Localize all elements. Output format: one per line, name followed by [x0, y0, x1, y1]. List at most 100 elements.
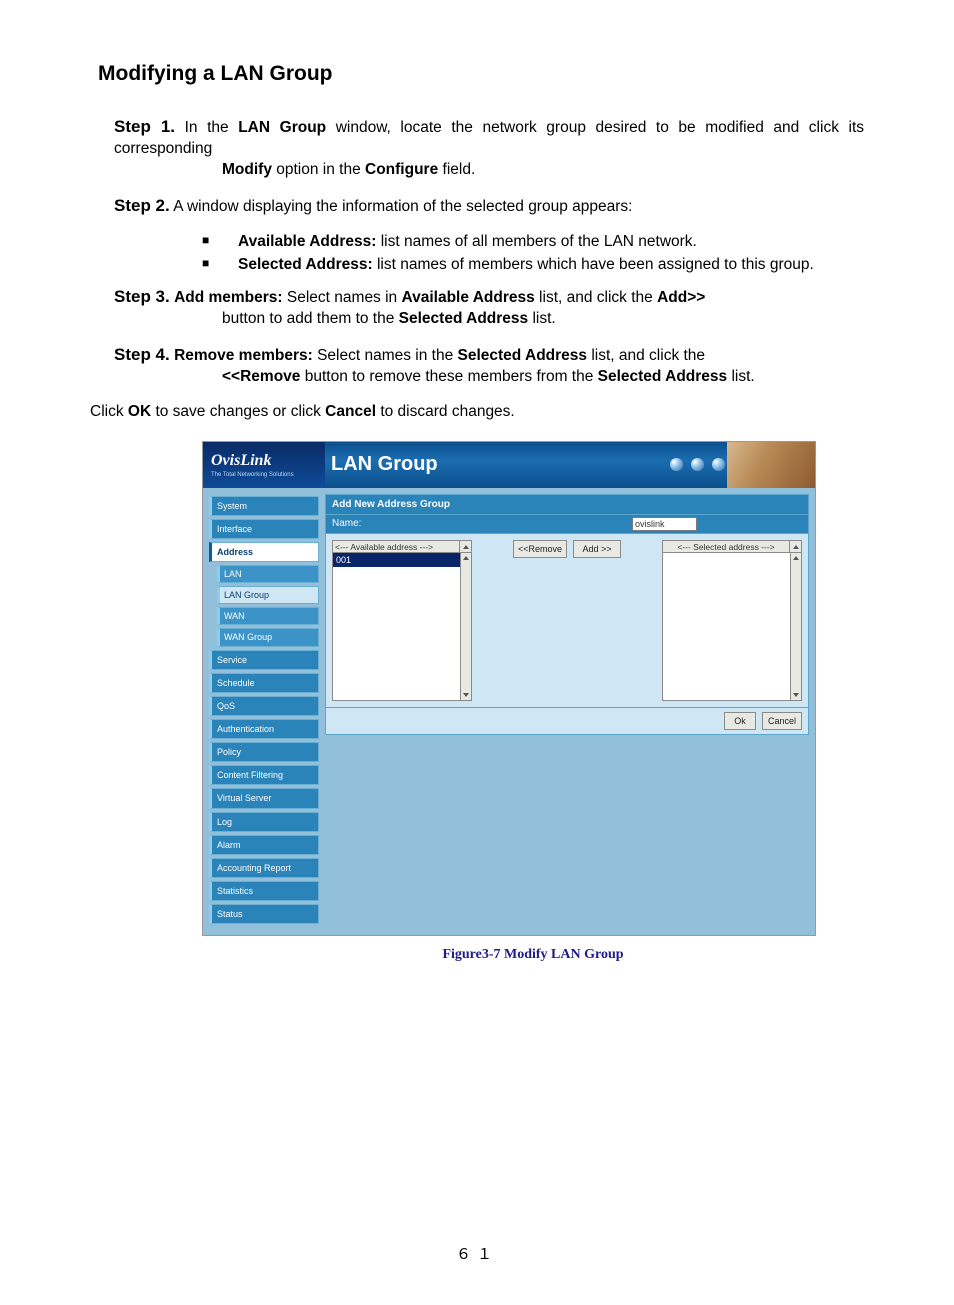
sidebar-item-address[interactable]: Address [209, 542, 319, 562]
transfer-buttons: <<Remove Add >> [472, 540, 662, 558]
text: to save changes or click [151, 403, 325, 420]
sidebar-item-lan-group[interactable]: LAN Group [217, 586, 319, 604]
sidebar-item-log[interactable]: Log [209, 812, 319, 832]
bold: LAN Group [238, 119, 326, 136]
remove-button[interactable]: <<Remove [513, 540, 567, 558]
bullet-icon: ■ [202, 255, 238, 276]
available-caption: <--- Available address ---> [332, 540, 460, 553]
sidebar-nav: System Interface Address LAN LAN Group WAN WAN… [203, 488, 325, 936]
text: Click [90, 403, 128, 420]
figure-caption: Figure3-7 Modify LAN Group [202, 946, 864, 965]
text: field. [438, 161, 475, 178]
sidebar-item-interface[interactable]: Interface [209, 519, 319, 539]
sidebar-item-status[interactable]: Status [209, 904, 319, 924]
list-item[interactable]: 001 [333, 553, 471, 567]
sidebar-item-authentication[interactable]: Authentication [209, 719, 319, 739]
step-2: Step 2. A window displaying the informat… [114, 195, 864, 218]
available-listbox[interactable]: <--- Available address ---> 001 [332, 540, 472, 701]
app-window: OvisLink The Total Networking Solutions … [202, 441, 816, 937]
text: Select names in [283, 289, 402, 306]
brand-tagline: The Total Networking Solutions [211, 471, 325, 479]
header-photo [727, 442, 815, 488]
bold: Selected Address: [238, 256, 373, 273]
panel-title: Add New Address Group [325, 494, 809, 516]
text: list. [528, 310, 556, 327]
bold: OK [128, 403, 151, 420]
bullet-item: ■ Selected Address: list names of member… [202, 255, 864, 276]
brand-logo: OvisLink The Total Networking Solutions [203, 442, 325, 488]
step-1: Step 1. In the LAN Group window, locate … [114, 116, 864, 181]
sidebar-item-schedule[interactable]: Schedule [209, 673, 319, 693]
scrollbar[interactable] [460, 552, 472, 701]
step-text: Add members: Select names in Available A… [174, 289, 705, 306]
name-row: Name: [325, 515, 809, 534]
text: list, and click the [535, 289, 657, 306]
name-input[interactable] [632, 517, 697, 531]
step-label: Step 4. [114, 345, 170, 364]
ok-button[interactable]: Ok [724, 712, 756, 730]
page-number: ６１ [90, 1245, 864, 1265]
sidebar-item-statistics[interactable]: Statistics [209, 881, 319, 901]
bold: Available Address [402, 289, 535, 306]
header-globes-icon [670, 458, 725, 471]
bullet-text: Available Address: list names of all mem… [238, 232, 864, 253]
sidebar-item-alarm[interactable]: Alarm [209, 835, 319, 855]
bold: Modify [222, 161, 272, 178]
text: Select names in the [313, 347, 458, 364]
sidebar-item-lan[interactable]: LAN [217, 565, 319, 583]
bold: Add members: [174, 289, 283, 306]
bold: Configure [365, 161, 438, 178]
add-button[interactable]: Add >> [573, 540, 621, 558]
page-title: Modifying a LAN Group [98, 60, 864, 88]
name-label: Name: [332, 517, 632, 531]
sidebar-item-content-filtering[interactable]: Content Filtering [209, 765, 319, 785]
text: button to remove these members from the [300, 368, 597, 385]
selected-caption: <--- Selected address ---> [662, 540, 790, 553]
sidebar-item-virtual-server[interactable]: Virtual Server [209, 788, 319, 808]
sidebar-item-wan[interactable]: WAN [217, 607, 319, 625]
sidebar-item-wan-group[interactable]: WAN Group [217, 628, 319, 646]
text: In the [185, 119, 239, 136]
bullet-item: ■ Available Address: list names of all m… [202, 232, 864, 253]
step-4: Step 4. Remove members: Select names in … [114, 344, 864, 388]
bold: Remove members: [174, 347, 313, 364]
step-text: A window displaying the information of t… [173, 198, 632, 215]
bold: <<Remove [222, 368, 300, 385]
bullet-list: ■ Available Address: list names of all m… [202, 232, 864, 276]
bold: Cancel [325, 403, 376, 420]
cancel-button[interactable]: Cancel [762, 712, 802, 730]
scrollbar[interactable] [790, 552, 802, 701]
app-body: System Interface Address LAN LAN Group WAN WAN… [203, 488, 815, 936]
figure-screenshot: OvisLink The Total Networking Solutions … [202, 441, 864, 966]
action-row: Ok Cancel [325, 708, 809, 735]
closing-text: Click OK to save changes or click Cancel… [90, 402, 864, 423]
app-header: OvisLink The Total Networking Solutions … [203, 442, 815, 488]
sidebar-item-policy[interactable]: Policy [209, 742, 319, 762]
group-area: <--- Available address ---> 001 <<Remove… [325, 534, 809, 708]
sidebar-item-service[interactable]: Service [209, 650, 319, 670]
bold: Selected Address [458, 347, 588, 364]
selected-listbox[interactable]: <--- Selected address ---> [662, 540, 802, 701]
main-panel: Add New Address Group Name: <--- Availab… [325, 488, 815, 936]
text: option in the [272, 161, 365, 178]
text: list, and click the [587, 347, 705, 364]
bold: Selected Address [399, 310, 529, 327]
bold: Add>> [657, 289, 705, 306]
step-label: Step 1. [114, 117, 175, 136]
sidebar-item-system[interactable]: System [209, 496, 319, 516]
text: to discard changes. [376, 403, 515, 420]
sidebar-item-qos[interactable]: QoS [209, 696, 319, 716]
bullet-icon: ■ [202, 232, 238, 253]
step-label: Step 2. [114, 196, 170, 215]
brand-name: OvisLink [211, 450, 325, 472]
text: list. [727, 368, 755, 385]
bold: Selected Address [598, 368, 728, 385]
text: list names of all members of the LAN net… [376, 233, 696, 250]
bullet-text: Selected Address: list names of members … [238, 255, 864, 276]
step-label: Step 3. [114, 287, 170, 306]
app-page-title: LAN Group [331, 451, 438, 478]
step-text: Remove members: Select names in the Sele… [174, 347, 705, 364]
sidebar-item-accounting-report[interactable]: Accounting Report [209, 858, 319, 878]
bold: Available Address: [238, 233, 376, 250]
text: button to add them to the [222, 310, 399, 327]
